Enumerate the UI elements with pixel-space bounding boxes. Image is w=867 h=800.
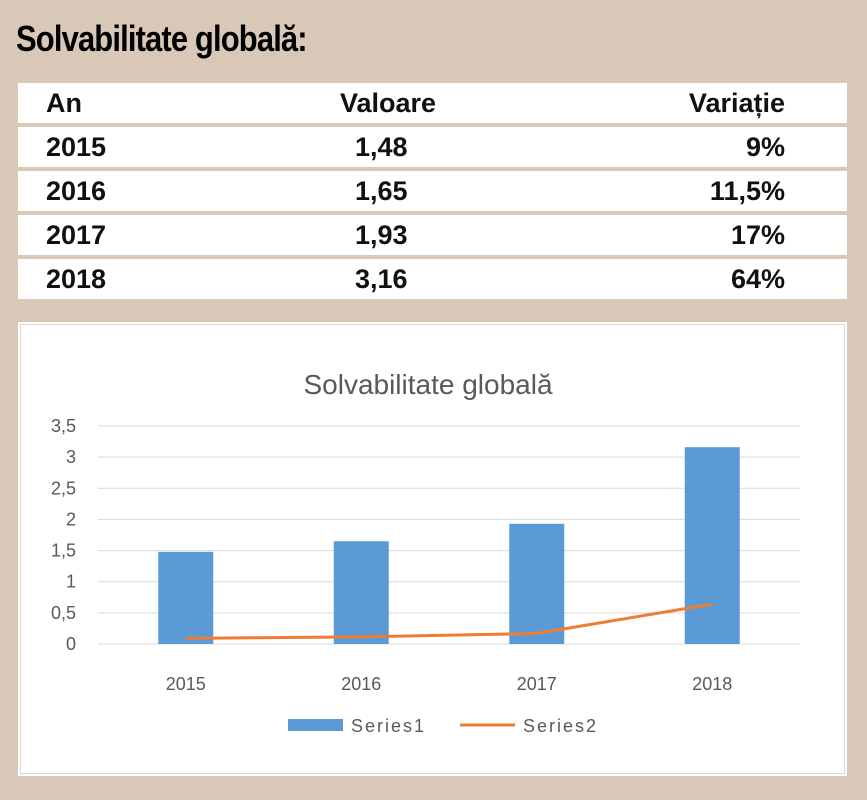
- table-row: 2018 3,16 64%: [18, 259, 847, 299]
- cell-variation: 11,5%: [709, 175, 785, 206]
- x-tick-label: 2015: [166, 674, 206, 694]
- table-row: 2015 1,48 9%: [18, 127, 847, 167]
- column-header-variation: Variație: [688, 87, 785, 118]
- y-tick-label: 0: [66, 634, 76, 654]
- series2-line: [185, 602, 713, 640]
- chart-title: Solvabilitate globală: [303, 369, 552, 400]
- data-table: An Valoare Variație 2015 1,48 9% 2016 1,…: [18, 83, 847, 299]
- page-title: Solvabilitate globală:: [16, 18, 308, 59]
- bar-2015: [158, 551, 214, 644]
- y-tick-label: 3,5: [51, 416, 76, 436]
- legend-swatch-series1: [288, 719, 343, 731]
- table-row: 2016 1,65 11,5%: [18, 171, 847, 211]
- cell-value: 1,48: [355, 131, 408, 162]
- bar-2017: [509, 523, 565, 644]
- cell-variation: 17%: [730, 219, 785, 250]
- cell-value: 3,16: [355, 263, 408, 294]
- table-row: 2017 1,93 17%: [18, 215, 847, 255]
- y-tick-label: 1: [66, 572, 76, 592]
- cell-year: 2018: [46, 263, 107, 294]
- y-tick-label: 2,5: [51, 478, 76, 498]
- chart-panel: Solvabilitate globală 0 0,5 1 1,5 2 2,5 3 3,5 201…: [18, 322, 847, 776]
- bar-2018: [684, 447, 740, 644]
- table-header-row: An Valoare Variație: [18, 83, 847, 123]
- x-tick-label: 2018: [692, 674, 732, 694]
- chart-svg: Solvabilitate globală 0 0,5 1 1,5 2 2,5 3 3,5 201…: [51, 369, 800, 736]
- legend-label-series1: Series1: [351, 716, 426, 736]
- cell-value: 1,93: [355, 219, 408, 250]
- column-header-year: An: [46, 87, 82, 118]
- cell-year: 2016: [46, 175, 107, 206]
- column-header-value: Valoare: [340, 87, 437, 118]
- bar-2016: [333, 541, 389, 644]
- legend-label-series2: Series2: [523, 716, 598, 736]
- cell-value: 1,65: [355, 175, 408, 206]
- chart-frame: [20, 324, 845, 774]
- x-tick-label: 2017: [517, 674, 557, 694]
- cell-variation: 9%: [745, 131, 785, 162]
- y-tick-label: 2: [66, 509, 76, 529]
- cell-year: 2015: [46, 131, 107, 162]
- y-tick-label: 3: [66, 447, 76, 467]
- y-tick-label: 0,5: [51, 603, 76, 623]
- y-tick-label: 1,5: [51, 541, 76, 561]
- cell-year: 2017: [46, 219, 107, 250]
- x-tick-label: 2016: [341, 674, 381, 694]
- cell-variation: 64%: [730, 263, 785, 294]
